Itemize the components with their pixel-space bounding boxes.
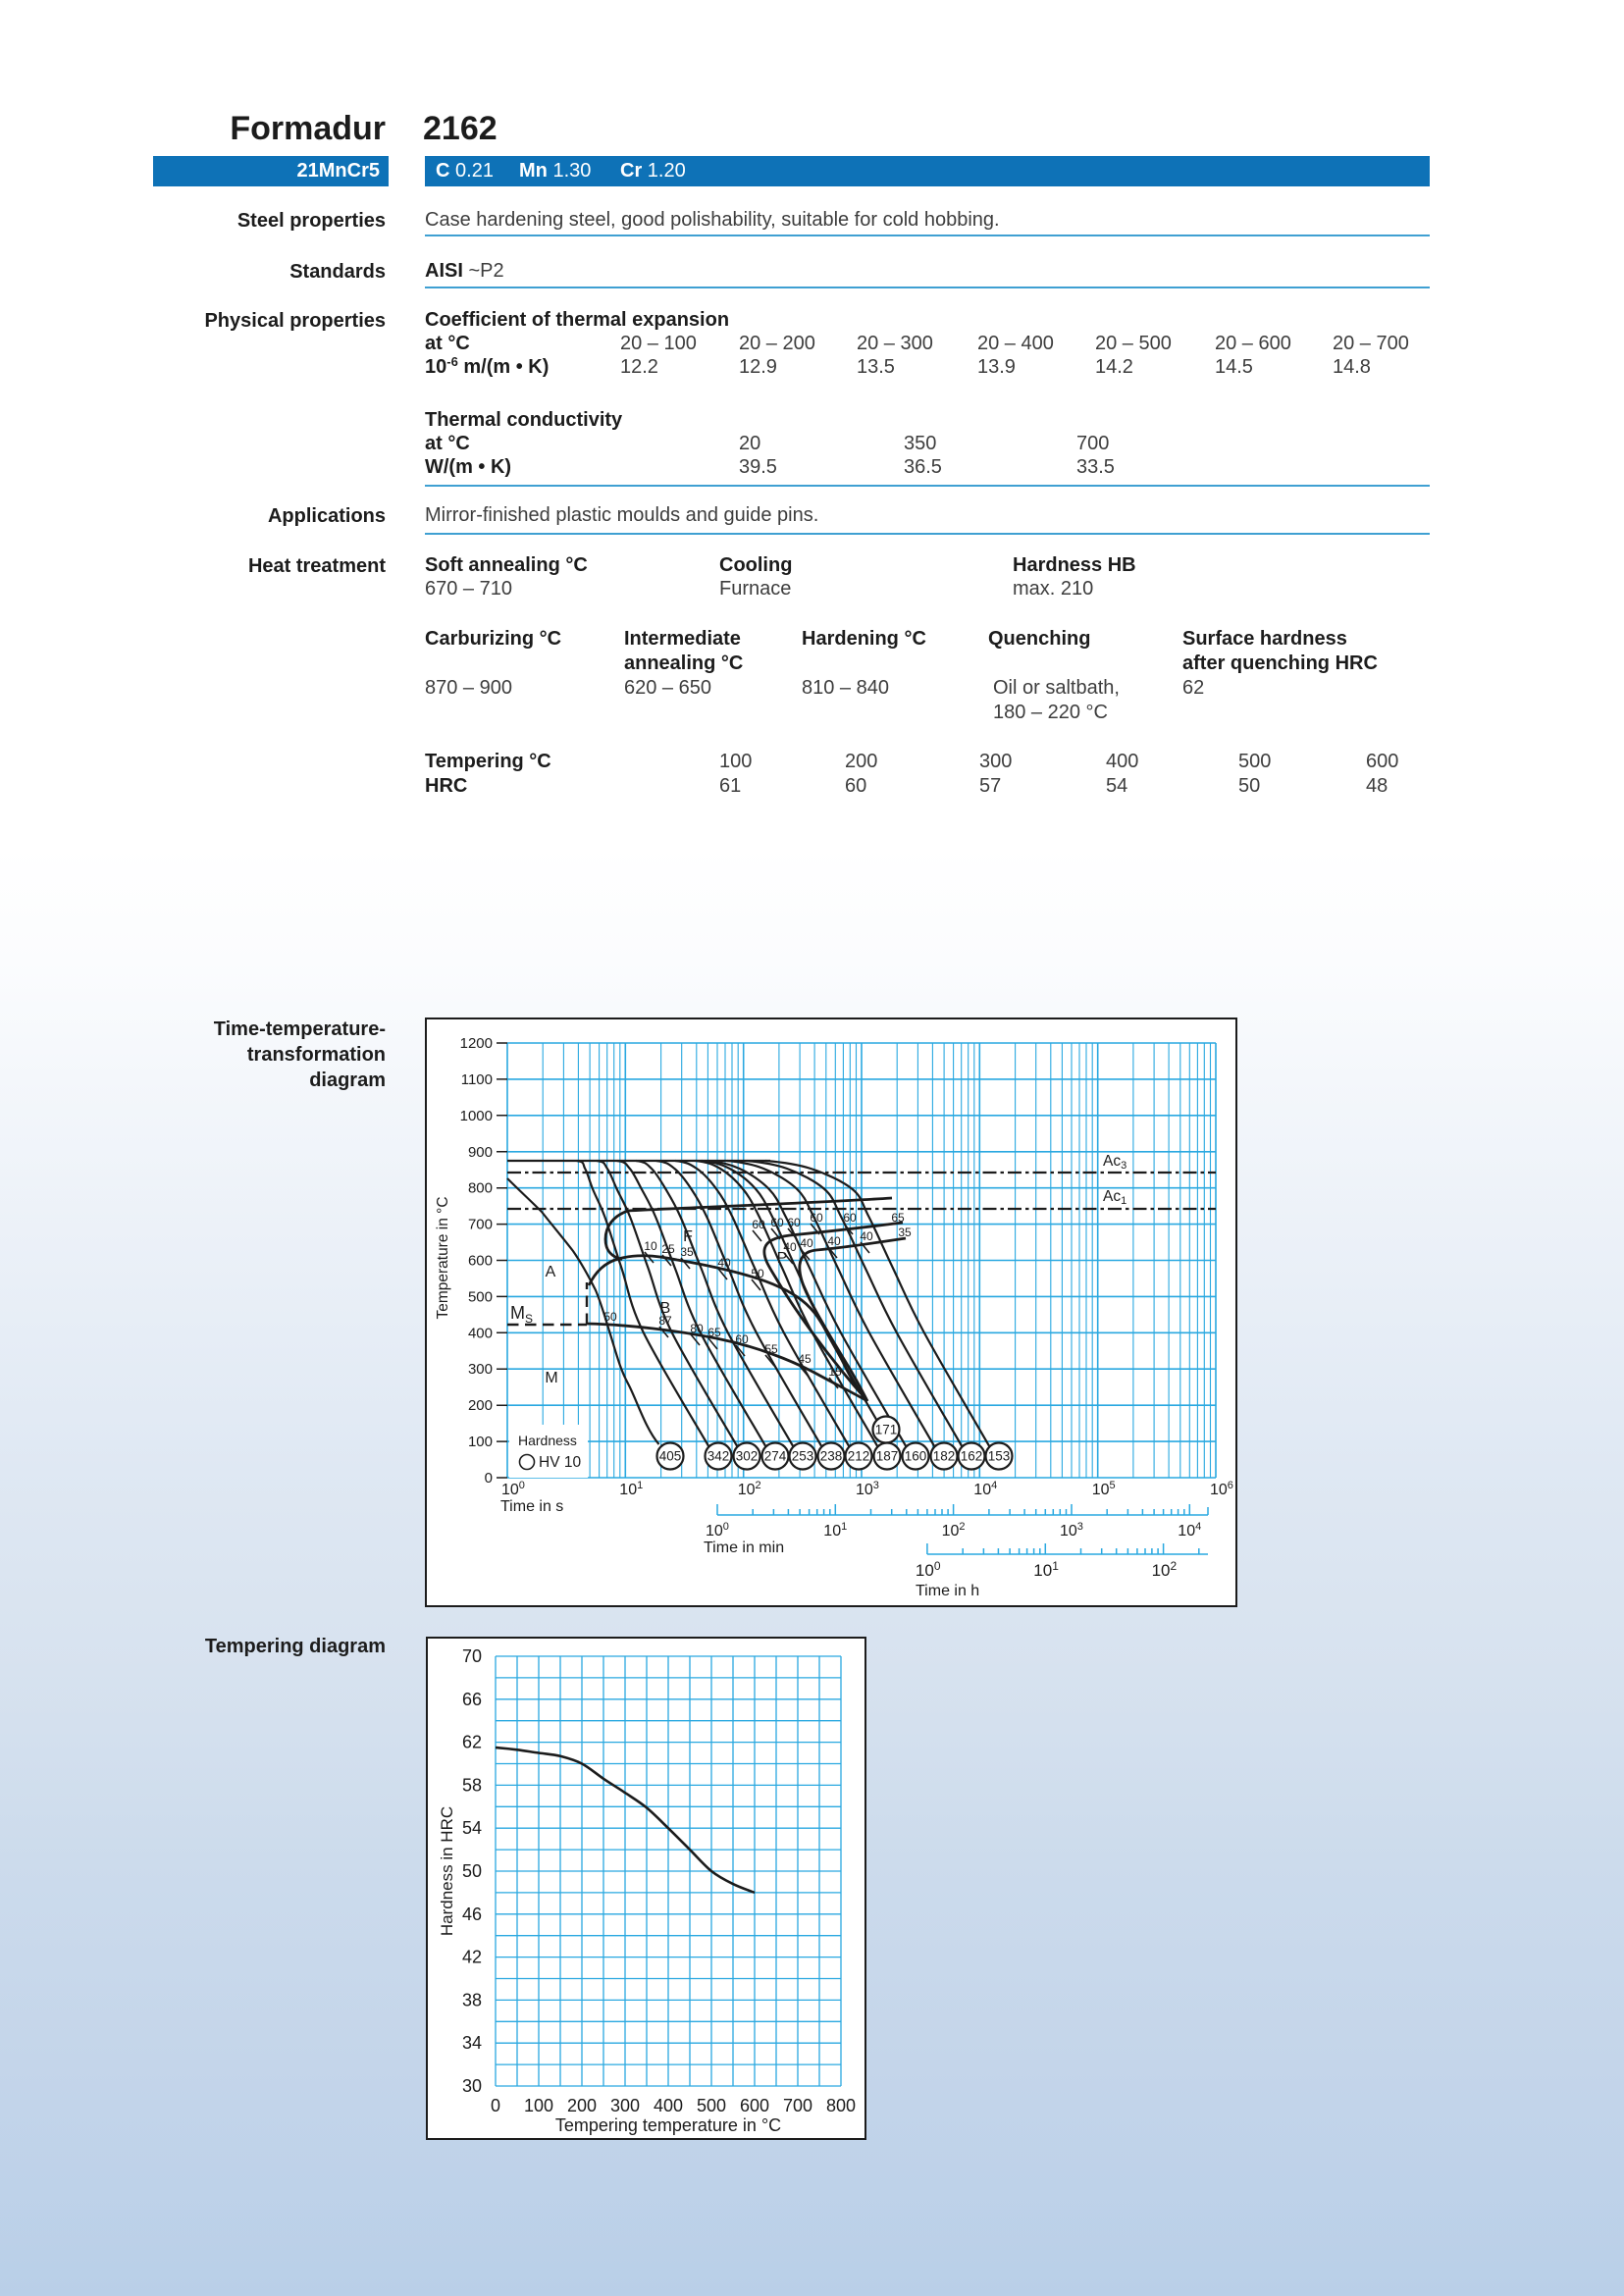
- svg-text:25: 25: [661, 1242, 675, 1256]
- svg-text:40: 40: [827, 1234, 841, 1248]
- svg-text:212: 212: [848, 1449, 870, 1464]
- svg-text:Hardness: Hardness: [518, 1433, 577, 1448]
- svg-text:70: 70: [462, 1646, 482, 1666]
- svg-text:15: 15: [828, 1365, 842, 1379]
- svg-text:40: 40: [800, 1236, 813, 1250]
- svg-text:60: 60: [810, 1211, 823, 1225]
- svg-text:Tempering temperature in °C: Tempering temperature in °C: [555, 2115, 781, 2135]
- svg-text:46: 46: [462, 1905, 482, 1924]
- svg-text:160: 160: [905, 1449, 927, 1464]
- svg-text:40: 40: [860, 1229, 873, 1243]
- svg-text:30: 30: [462, 2076, 482, 2096]
- svg-text:1000: 1000: [460, 1108, 493, 1124]
- svg-text:200: 200: [468, 1397, 493, 1414]
- svg-text:238: 238: [820, 1449, 843, 1464]
- svg-text:60: 60: [787, 1216, 801, 1229]
- svg-text:54: 54: [462, 1818, 482, 1838]
- svg-text:65: 65: [891, 1211, 905, 1225]
- svg-text:60: 60: [843, 1211, 857, 1225]
- svg-text:600: 600: [740, 2096, 769, 2115]
- svg-text:182: 182: [933, 1449, 956, 1464]
- svg-text:35: 35: [898, 1226, 912, 1239]
- svg-text:65: 65: [707, 1326, 721, 1339]
- svg-text:B: B: [660, 1300, 671, 1317]
- svg-text:0: 0: [491, 2096, 500, 2115]
- svg-text:300: 300: [468, 1361, 493, 1378]
- svg-text:400: 400: [654, 2096, 683, 2115]
- svg-text:0: 0: [485, 1470, 493, 1487]
- svg-text:700: 700: [783, 2096, 812, 2115]
- svg-text:500: 500: [468, 1288, 493, 1305]
- svg-text:400: 400: [468, 1325, 493, 1341]
- svg-text:45: 45: [798, 1352, 812, 1366]
- svg-text:P: P: [777, 1250, 788, 1267]
- svg-text:10: 10: [644, 1239, 657, 1253]
- svg-text:M: M: [545, 1370, 557, 1386]
- svg-text:200: 200: [567, 2096, 597, 2115]
- svg-text:62: 62: [462, 1733, 482, 1752]
- svg-text:42: 42: [462, 1948, 482, 1967]
- svg-text:187: 187: [876, 1449, 899, 1464]
- svg-text:60: 60: [752, 1218, 765, 1231]
- svg-text:87: 87: [658, 1314, 672, 1328]
- svg-text:300: 300: [610, 2096, 640, 2115]
- svg-text:100: 100: [468, 1434, 493, 1450]
- svg-text:HV 10: HV 10: [539, 1454, 581, 1471]
- svg-text:171: 171: [875, 1423, 898, 1437]
- svg-text:1100: 1100: [461, 1071, 493, 1088]
- svg-text:34: 34: [462, 2033, 482, 2053]
- svg-text:50: 50: [751, 1267, 764, 1280]
- svg-text:38: 38: [462, 1990, 482, 2009]
- svg-text:800: 800: [826, 2096, 856, 2115]
- svg-text:900: 900: [468, 1144, 493, 1161]
- svg-text:40: 40: [783, 1240, 797, 1254]
- svg-text:162: 162: [961, 1449, 983, 1464]
- svg-text:50: 50: [462, 1861, 482, 1881]
- svg-text:A: A: [546, 1264, 556, 1280]
- svg-text:Time in min: Time in min: [704, 1539, 784, 1556]
- svg-text:F: F: [683, 1228, 693, 1245]
- svg-text:40: 40: [717, 1256, 731, 1270]
- svg-text:Time in s: Time in s: [500, 1498, 563, 1515]
- svg-text:Temperature in °C: Temperature in °C: [435, 1196, 451, 1319]
- svg-text:80: 80: [690, 1322, 704, 1335]
- svg-text:Time in h: Time in h: [916, 1583, 979, 1599]
- svg-text:253: 253: [792, 1449, 814, 1464]
- svg-text:100: 100: [524, 2096, 553, 2115]
- svg-text:Hardness in HRC: Hardness in HRC: [438, 1806, 456, 1936]
- svg-text:800: 800: [468, 1180, 493, 1197]
- svg-text:302: 302: [736, 1449, 759, 1464]
- svg-text:600: 600: [468, 1253, 493, 1270]
- svg-text:500: 500: [697, 2096, 726, 2115]
- svg-text:153: 153: [988, 1449, 1011, 1464]
- svg-text:60: 60: [735, 1332, 749, 1346]
- svg-text:1200: 1200: [460, 1035, 493, 1052]
- svg-text:35: 35: [680, 1245, 694, 1259]
- svg-text:60: 60: [770, 1216, 784, 1229]
- svg-text:405: 405: [659, 1449, 682, 1464]
- svg-text:700: 700: [468, 1217, 493, 1233]
- svg-text:66: 66: [462, 1690, 482, 1709]
- svg-text:55: 55: [764, 1342, 778, 1356]
- svg-text:58: 58: [462, 1775, 482, 1795]
- svg-text:50: 50: [603, 1310, 617, 1324]
- svg-text:342: 342: [707, 1449, 730, 1464]
- svg-text:274: 274: [764, 1449, 787, 1464]
